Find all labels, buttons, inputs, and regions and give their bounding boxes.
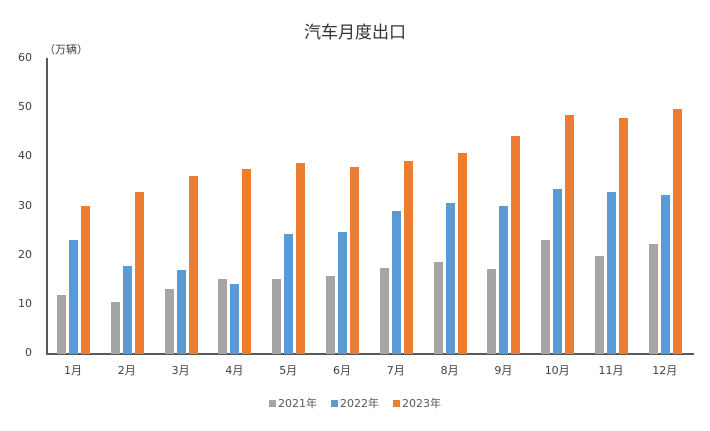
y-tick-label: 20 <box>18 247 32 261</box>
x-tick-label: 4月 <box>225 364 244 377</box>
bar-2021年-10月 <box>541 240 551 354</box>
bar-2022年-1月 <box>69 239 78 354</box>
bar-2022年-8月 <box>445 202 455 354</box>
bar-2022年-9月 <box>499 206 509 354</box>
legend-swatch-icon <box>331 399 338 407</box>
x-tick-label: 8月 <box>440 364 459 377</box>
y-tick-label: 60 <box>18 51 32 64</box>
y-tick-label: 10 <box>18 296 32 310</box>
legend-swatch-icon <box>269 399 276 407</box>
bar-2023年-6月 <box>350 166 359 354</box>
x-tick-label: 1月 <box>64 364 82 377</box>
bar-2022年-5月 <box>284 234 294 354</box>
x-tick-label: 10月 <box>544 364 570 377</box>
legend-item: 2021年 <box>269 395 317 411</box>
bar-2022年-11月 <box>607 191 616 354</box>
y-axis <box>46 58 48 354</box>
legend-item: 2022年 <box>331 395 379 411</box>
bar-2022年-2月 <box>122 265 132 354</box>
y-tick-label: 50 <box>18 100 32 114</box>
bar-2021年-3月 <box>164 289 174 354</box>
y-axis-unit: （万辆） <box>44 43 88 56</box>
bar-2023年-2月 <box>134 191 144 354</box>
bar-2023年-12月 <box>672 108 682 354</box>
y-tick-label: 0 <box>25 346 32 359</box>
bar-2021年-11月 <box>595 255 604 354</box>
bar-2022年-6月 <box>338 232 347 354</box>
bar-2021年-6月 <box>326 276 335 354</box>
bar-2023年-9月 <box>511 135 521 354</box>
bar-2022年-7月 <box>391 210 401 354</box>
x-tick-label: 6月 <box>333 364 351 377</box>
legend-item: 2023年 <box>393 395 441 411</box>
bar-2021年-5月 <box>272 279 282 354</box>
bar-2022年-4月 <box>230 284 240 354</box>
x-tick-label: 7月 <box>386 364 405 377</box>
bar-2023年-1月 <box>81 206 90 354</box>
bar-2021年-1月 <box>57 295 66 354</box>
bar-2021年-2月 <box>110 302 120 354</box>
bar-2023年-7月 <box>403 161 413 354</box>
bar-2021年-12月 <box>648 244 658 354</box>
y-tick-label: 40 <box>18 149 32 163</box>
legend-label: 2022年 <box>340 397 379 410</box>
legend: 2021年 2022年 2023年 <box>0 395 710 411</box>
bar-2022年-12月 <box>660 195 670 354</box>
x-axis <box>46 353 694 355</box>
bar-2023年-10月 <box>565 114 575 354</box>
bar-2023年-8月 <box>457 152 467 354</box>
chart-title: 汽车月度出口 <box>304 23 406 43</box>
legend-label: 2023年 <box>402 397 441 410</box>
x-tick-label: 11月 <box>598 364 624 377</box>
bar-2022年-3月 <box>176 270 186 354</box>
bar-2023年-4月 <box>242 169 252 354</box>
bar-2023年-11月 <box>619 117 628 354</box>
bar-2022年-10月 <box>553 188 563 354</box>
x-tick-label: 9月 <box>494 364 513 377</box>
bar-2023年-5月 <box>296 162 306 354</box>
legend-label: 2021年 <box>278 397 317 410</box>
bar-2021年-4月 <box>218 279 228 354</box>
x-tick-label: 3月 <box>171 364 190 377</box>
legend-swatch-icon <box>393 399 400 407</box>
bar-2021年-9月 <box>487 268 497 354</box>
bar-2023年-3月 <box>188 175 198 354</box>
x-tick-label: 2月 <box>117 364 136 377</box>
x-tick-label: 12月 <box>652 364 678 377</box>
bar-2021年-7月 <box>379 267 389 354</box>
y-tick-label: 30 <box>18 198 32 212</box>
x-tick-label: 5月 <box>279 364 298 377</box>
bar-2021年-8月 <box>433 261 443 354</box>
